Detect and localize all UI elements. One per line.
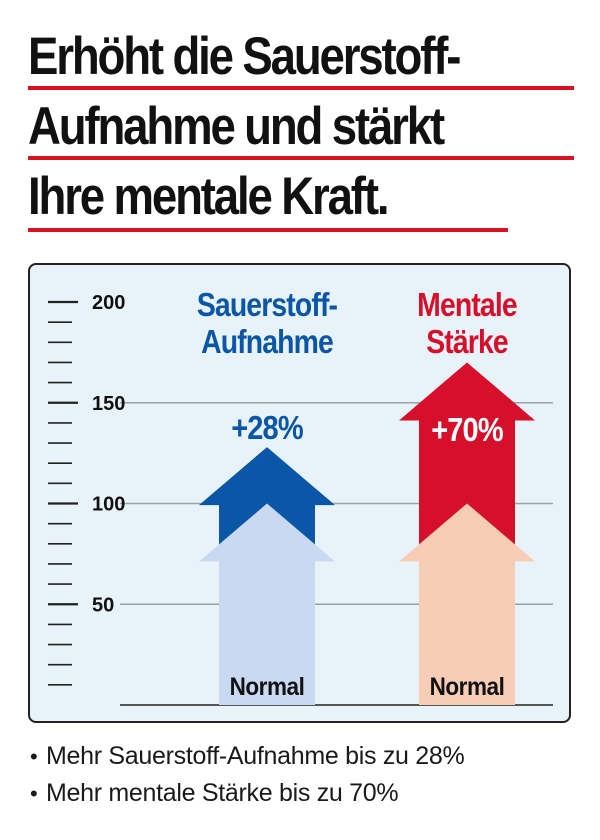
bullet-item-mental: • Mehr mentale Stärke bis zu 70% [30,775,464,812]
headline-line-3: Ihre mentale Kraft. [28,167,390,226]
y-tick-label: 150 [92,393,125,415]
normal-label: Normal [230,673,305,701]
bullet-text: Mehr Sauerstoff-Aufnahme bis zu 28% [46,742,465,770]
chart-panel: 50 100 150 200 Normal +28% Sauerstoff- Aufnahme… [28,263,571,723]
normal-arrow-1 [199,503,335,705]
normal-arrow-2 [399,503,535,705]
change-label: +28% [231,409,303,446]
headline-underline-2 [28,156,574,160]
bullet-list: • Mehr Sauerstoff-Aufnahme bis zu 28% • Me… [30,738,465,812]
headline-underline-1 [28,86,574,90]
headline-line-1: Erhöht die Sauerstoff- [28,27,461,86]
bullet-dot: • [30,744,38,769]
change-label: +70% [431,411,503,448]
headline-underline-3 [28,228,508,232]
chart: 50 100 150 200 Normal +28% Sauerstoff-Aufnahme… [48,286,553,706]
category-label: Mentale [417,286,517,324]
headline-line-2: Aufnahme und stärkt [28,97,445,156]
normal-label: Normal [430,673,505,701]
bullet-text: Mehr mentale Stärke bis zu 70% [46,779,399,807]
category-label: Sauerstoff- [197,286,338,324]
headline: Erhöht die Sauerstoff- Aufnahme und stär… [28,22,588,232]
y-tick-label: 100 [92,494,125,516]
category-label: Aufnahme [201,323,334,361]
bullet-item-oxygen: • Mehr Sauerstoff-Aufnahme bis zu 28% [30,738,465,775]
bullet-dot: • [30,781,38,806]
category-label: Stärke [426,323,508,361]
y-tick-label: 200 [92,292,125,314]
y-tick-label: 50 [92,594,114,616]
